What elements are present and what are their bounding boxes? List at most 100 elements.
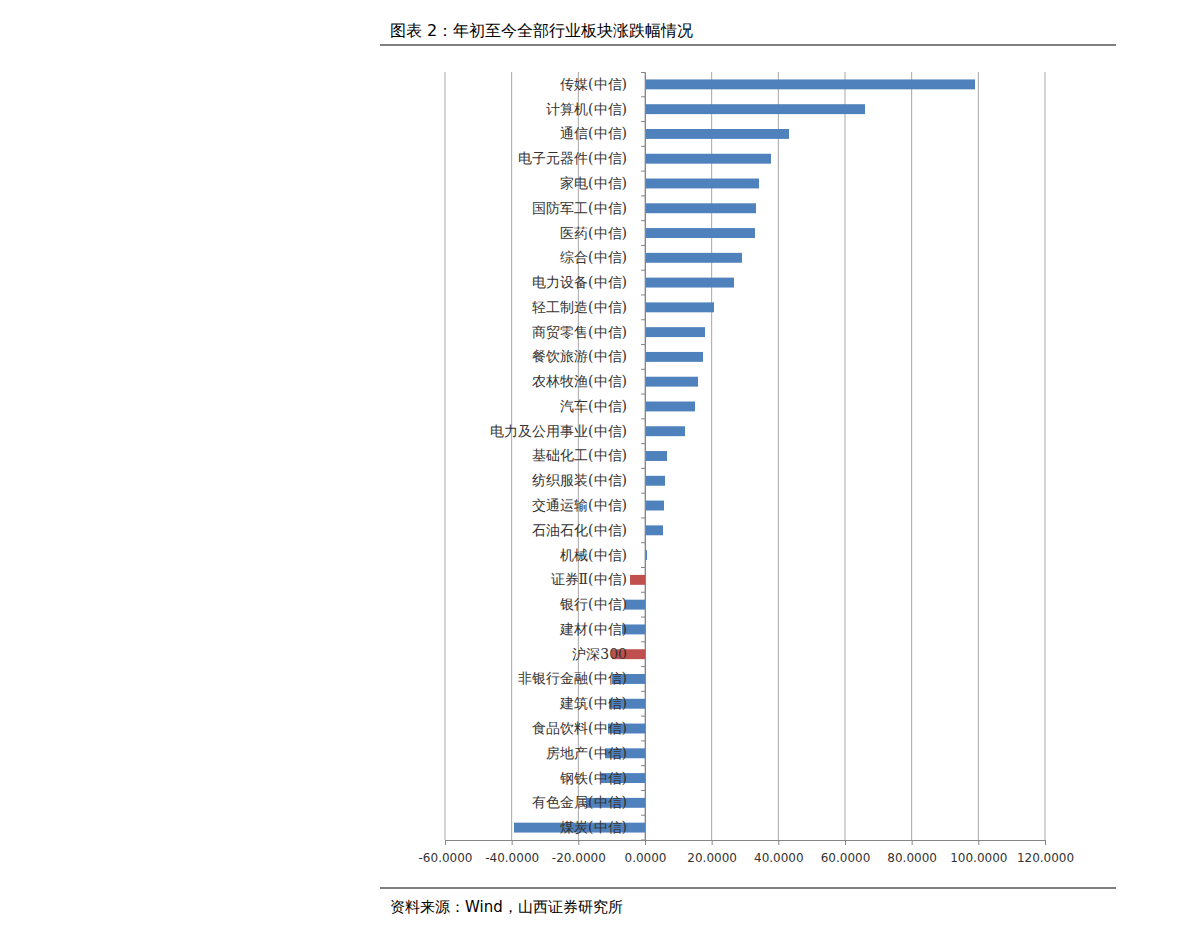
- grid-line: [911, 72, 912, 840]
- category-label: 农林牧渔(中信): [532, 373, 627, 389]
- title-rule: [380, 45, 1116, 46]
- tick: 餐饮旅游(中信): [532, 348, 645, 369]
- tick-label: 0.0000: [625, 851, 667, 865]
- category-label: 交通运输(中信): [532, 497, 627, 513]
- category-label: 有色金属(中信): [532, 794, 627, 810]
- tick: 100.0000: [950, 840, 1007, 865]
- category-label: 建筑(中信): [559, 695, 627, 711]
- tick: 20.0000: [687, 840, 737, 865]
- grid-line: [445, 72, 446, 840]
- category-label: 计算机(中信): [546, 101, 627, 117]
- tick-mark: [641, 567, 645, 568]
- grid-line: [1045, 72, 1046, 840]
- tick-mark: [641, 641, 645, 642]
- category-label: 非银行金融(中信): [518, 670, 627, 686]
- tick: 农林牧渔(中信): [532, 373, 645, 394]
- source-note: 资料来源：Wind，山西证券研究所: [390, 898, 623, 916]
- tick: 传媒(中信): [560, 76, 645, 97]
- tick-mark: [641, 815, 645, 816]
- category-label: 餐饮旅游(中信): [532, 348, 627, 364]
- tick-mark: [641, 294, 645, 295]
- tick-mark: [641, 146, 645, 147]
- bar: [645, 129, 789, 139]
- tick-label: 120.0000: [1017, 851, 1074, 865]
- title: 图表 2：年初至今全部行业板块涨跌幅情况: [390, 21, 693, 40]
- bar: [625, 600, 645, 610]
- tick-mark: [641, 716, 645, 717]
- category-label: 机械(中信): [560, 547, 627, 563]
- tick-mark: [641, 493, 645, 494]
- bar: [645, 228, 755, 238]
- category-label: 证券Ⅱ(中信): [551, 571, 627, 587]
- bar: [645, 451, 667, 461]
- bar: [645, 104, 865, 114]
- bar: [645, 79, 975, 89]
- category-label: 商贸零售(中信): [532, 324, 627, 340]
- category-label: 国防军工(中信): [532, 200, 627, 216]
- tick: -40.0000: [485, 840, 539, 865]
- tick-label: -40.0000: [485, 851, 539, 865]
- axis-line: [446, 841, 1046, 846]
- bar: [645, 476, 665, 486]
- tick-label: -20.0000: [552, 851, 606, 865]
- tick-mark: [512, 840, 513, 845]
- tick-mark: [712, 840, 713, 845]
- tick-mark: [641, 666, 645, 667]
- tick: 房地产(中信): [546, 745, 645, 766]
- tick: 医药(中信): [560, 225, 645, 246]
- grid-line: [978, 72, 979, 840]
- tick-mark: [641, 270, 645, 271]
- chart: 图表 2：年初至今全部行业板块涨跌幅情况资料来源：Wind，山西证券研究所-60…: [0, 0, 1191, 934]
- category-label: 医药(中信): [560, 225, 627, 241]
- tick-mark: [641, 542, 645, 543]
- tick-mark: [912, 840, 913, 845]
- tick: -20.0000: [552, 840, 606, 865]
- category-label: 电力设备(中信): [532, 274, 627, 290]
- tick-mark: [641, 790, 645, 791]
- bar: [645, 401, 695, 411]
- tick-mark: [641, 468, 645, 469]
- tick-mark: [641, 840, 645, 841]
- tick-label: 100.0000: [950, 851, 1007, 865]
- tick-mark: [641, 617, 645, 618]
- category-label: 轻工制造(中信): [532, 299, 627, 315]
- tick-mark: [845, 840, 846, 845]
- tick: 基础化工(中信): [532, 447, 645, 468]
- tick: 食品饮料(中信): [532, 720, 645, 741]
- category-label: 电子元器件(中信): [518, 150, 627, 166]
- grid: [445, 72, 1045, 840]
- grid-line: [511, 72, 512, 840]
- tick: 沪深300: [572, 646, 645, 667]
- tick: 有色金属(中信): [532, 794, 645, 815]
- category-label: 汽车(中信): [560, 398, 627, 414]
- bar: [645, 253, 742, 263]
- category-label: 食品饮料(中信): [532, 720, 627, 736]
- tick-label: 60.0000: [821, 851, 871, 865]
- tick-mark: [641, 319, 645, 320]
- tick-mark: [641, 96, 645, 97]
- tick: 轻工制造(中信): [532, 299, 645, 320]
- tick-label: 20.0000: [687, 851, 737, 865]
- tick-mark: [641, 171, 645, 172]
- tick-mark: [641, 691, 645, 692]
- tick-mark: [641, 592, 645, 593]
- tick: 煤炭(中信): [560, 819, 645, 840]
- tick: 纺织服装(中信): [532, 472, 645, 493]
- grid-line: [778, 72, 779, 840]
- category-label: 建材(中信): [559, 621, 627, 637]
- bars: [514, 79, 975, 832]
- tick: 汽车(中信): [560, 398, 645, 419]
- category-label: 钢铁(中信): [559, 770, 627, 786]
- bar: [645, 501, 664, 511]
- category-label: 沪深300: [572, 646, 627, 662]
- tick-mark: [641, 121, 645, 122]
- bar: [645, 179, 759, 189]
- tick-mark: [641, 740, 645, 741]
- category-label: 通信(中信): [560, 125, 627, 141]
- tick: 国防军工(中信): [532, 200, 645, 221]
- tick-mark: [641, 443, 645, 444]
- tick: 40.0000: [754, 840, 804, 865]
- tick: 建材(中信): [559, 621, 645, 642]
- tick-mark: [641, 394, 645, 395]
- tick-mark: [641, 245, 645, 246]
